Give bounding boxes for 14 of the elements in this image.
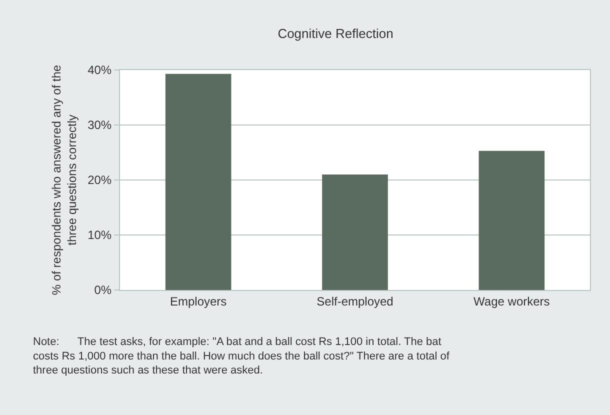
bar	[478, 150, 545, 290]
x-tick-label: Employers	[170, 294, 227, 308]
x-tick-label: Self-employed	[316, 294, 394, 308]
y-tick-label: 10%	[88, 228, 112, 242]
y-tick-label: 30%	[88, 118, 112, 132]
y-tick-label: 40%	[88, 63, 112, 78]
y-tick-label: 20%	[88, 173, 112, 188]
bar	[165, 74, 232, 290]
text: Note: The test asks, for example: "A bat and a ball cost Rs 1,100 in total. The bat costs Rs 1,000 more than the ball. How much does the ball cost?" There are a total of three questions such as these that were asked.	[33, 336, 450, 377]
y-tick-label: 0%	[94, 283, 112, 298]
x-tick-label: Wage workers	[474, 294, 550, 308]
y-axis-title: % of respondents who answered any of the three questions correctly	[49, 64, 79, 296]
bar	[322, 174, 388, 290]
chart-title: Cognitive Reflection	[278, 26, 394, 42]
